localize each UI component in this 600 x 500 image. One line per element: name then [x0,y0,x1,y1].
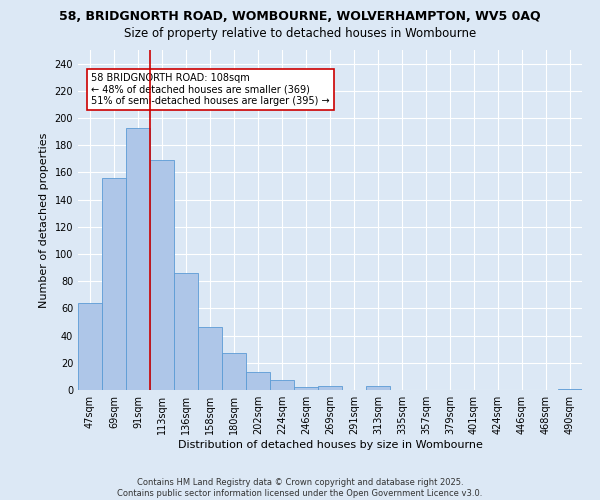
Bar [78,303,102,390]
Bar [126,128,150,390]
Bar [150,160,174,390]
Bar [246,372,270,390]
Text: Size of property relative to detached houses in Wombourne: Size of property relative to detached ho… [124,28,476,40]
Bar [366,386,390,390]
Bar [222,354,246,390]
Text: 58, BRIDGNORTH ROAD, WOMBOURNE, WOLVERHAMPTON, WV5 0AQ: 58, BRIDGNORTH ROAD, WOMBOURNE, WOLVERHA… [59,10,541,23]
Bar [558,388,582,390]
X-axis label: Distribution of detached houses by size in Wombourne: Distribution of detached houses by size … [178,440,482,450]
Bar [198,328,222,390]
Y-axis label: Number of detached properties: Number of detached properties [39,132,49,308]
Bar [294,388,318,390]
Text: 58 BRIDGNORTH ROAD: 108sqm
← 48% of detached houses are smaller (369)
51% of sem: 58 BRIDGNORTH ROAD: 108sqm ← 48% of deta… [91,73,330,106]
Text: Contains HM Land Registry data © Crown copyright and database right 2025.
Contai: Contains HM Land Registry data © Crown c… [118,478,482,498]
Bar [270,380,294,390]
Bar [102,178,126,390]
Bar [318,386,342,390]
Bar [174,273,198,390]
